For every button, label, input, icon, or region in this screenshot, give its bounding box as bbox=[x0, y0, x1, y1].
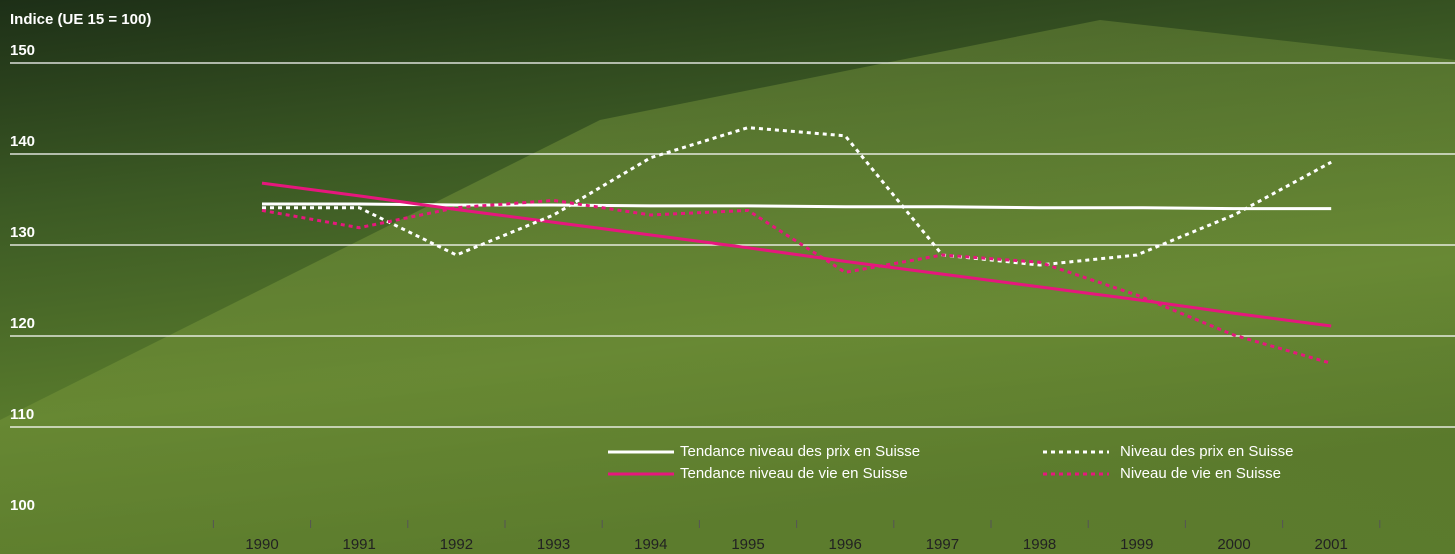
x-tick-label: 1997 bbox=[926, 536, 959, 553]
legend-label: Niveau des prix en Suisse bbox=[1120, 443, 1293, 460]
x-tick-label: 1999 bbox=[1120, 536, 1153, 553]
y-tick-label: 120 bbox=[10, 315, 35, 332]
series-line bbox=[261, 198, 1332, 365]
y-tick-label: 150 bbox=[10, 42, 35, 59]
x-tick-label: 1998 bbox=[1023, 536, 1056, 553]
y-tick-label: 100 bbox=[10, 497, 35, 514]
x-tick-label: 1994 bbox=[634, 536, 667, 553]
x-tick-label: 1996 bbox=[829, 536, 862, 553]
y-tick-label: 110 bbox=[10, 406, 34, 423]
y-axis-title: Indice (UE 15 = 100) bbox=[10, 11, 151, 28]
x-tick-label: 1993 bbox=[537, 536, 570, 553]
legend-label: Tendance niveau de vie en Suisse bbox=[680, 465, 908, 482]
legend-label: Tendance niveau des prix en Suisse bbox=[680, 443, 920, 460]
series-line bbox=[262, 202, 1332, 211]
legend-label: Niveau de vie en Suisse bbox=[1120, 465, 1281, 482]
y-tick-label: 130 bbox=[10, 224, 35, 241]
x-tick-label: 2001 bbox=[1315, 536, 1348, 553]
x-tick-label: 1992 bbox=[440, 536, 473, 553]
x-tick-label: 1991 bbox=[343, 536, 376, 553]
y-tick-label: 140 bbox=[10, 133, 35, 150]
x-tick-label: 2000 bbox=[1217, 536, 1250, 553]
x-tick-label: 1990 bbox=[245, 536, 278, 553]
series-line bbox=[262, 126, 1332, 267]
x-tick-label: 1995 bbox=[731, 536, 764, 553]
